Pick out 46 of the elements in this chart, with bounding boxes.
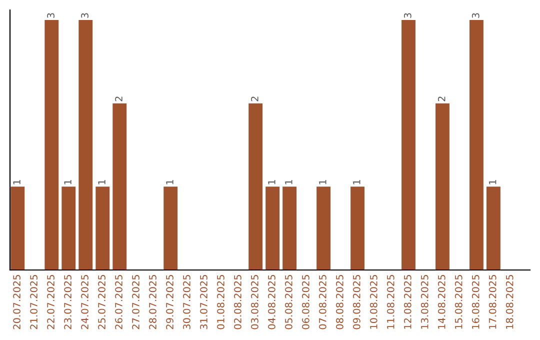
x-tick-label: 07.08.2025 <box>318 275 326 330</box>
x-tick-label: 25.07.2025 <box>98 275 106 330</box>
x-tick-label: 09.08.2025 <box>352 275 360 330</box>
x-tick-label: 14.08.2025 <box>438 275 446 329</box>
data-label: 1 <box>98 180 106 184</box>
x-tick-label: 06.08.2025 <box>302 275 310 330</box>
data-label: 3 <box>404 13 412 18</box>
x-tick-label: 18.08.2025 <box>506 275 514 329</box>
x-tick-label: 16.08.2025 <box>472 275 480 329</box>
x-tick-label: 12.08.2025 <box>404 275 412 329</box>
x-tick-label: 17.08.2025 <box>488 275 496 329</box>
data-label: 1 <box>319 180 326 184</box>
data-label: 3 <box>472 13 480 18</box>
x-tick-label: 20.07.2025 <box>13 275 20 330</box>
x-tick-label: 21.07.2025 <box>30 275 38 330</box>
x-tick-label: 28.07.2025 <box>149 275 156 330</box>
data-label: 1 <box>166 180 174 184</box>
data-label: 1 <box>489 180 496 184</box>
x-tick-label: 03.08.2025 <box>251 275 258 330</box>
data-label: 1 <box>13 180 20 184</box>
x-tick-label: 31.07.2025 <box>200 275 208 330</box>
data-label: 3 <box>47 13 54 18</box>
data-label: 1 <box>353 180 360 184</box>
x-tick-label: 22.07.2025 <box>47 275 54 330</box>
data-label: 1 <box>285 180 292 184</box>
data-label: 2 <box>115 96 122 102</box>
x-tick-label: 29.07.2025 <box>166 275 174 330</box>
data-label: 1 <box>268 180 276 184</box>
x-tick-label: 26.07.2025 <box>115 275 122 330</box>
x-tick-label: 01.08.2025 <box>217 275 224 330</box>
x-tick-label: 27.07.2025 <box>132 275 140 330</box>
data-label: 2 <box>438 96 446 102</box>
x-tick-label: 23.07.2025 <box>64 275 72 330</box>
data-label: 1 <box>64 180 72 184</box>
x-tick-label: 13.08.2025 <box>420 275 428 329</box>
x-tick-label: 15.08.2025 <box>454 275 462 329</box>
x-tick-label: 02.08.2025 <box>234 275 242 330</box>
x-tick-label: 10.08.2025 <box>370 275 378 329</box>
x-tick-label: 11.08.2025 <box>386 275 394 329</box>
x-tick-label: 08.08.2025 <box>336 275 344 330</box>
x-tick-label: 04.08.2025 <box>268 275 276 330</box>
x-tick-label: 05.08.2025 <box>285 275 292 330</box>
x-tick-label: 24.07.2025 <box>81 275 88 330</box>
data-label: 3 <box>81 13 88 18</box>
x-tick-label: 30.07.2025 <box>183 275 190 330</box>
data-label: 2 <box>251 96 258 102</box>
